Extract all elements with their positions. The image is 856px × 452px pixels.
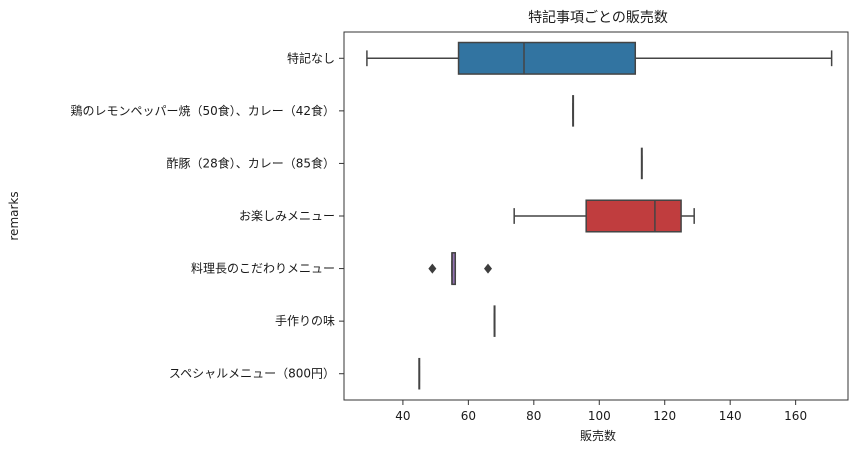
x-tick-label: 80 <box>526 409 541 423</box>
x-axis: 40 60 80 100 120 140 160 <box>395 400 807 423</box>
box-group <box>366 41 833 75</box>
x-tick-label: 40 <box>395 409 410 423</box>
box <box>585 199 682 233</box>
box-group <box>513 199 695 233</box>
x-axis-label: 販売数 <box>580 428 616 443</box>
y-tick-label: 料理長のこだわりメニュー <box>191 262 335 276</box>
box-group <box>428 252 492 286</box>
y-axis-label: remarks <box>7 191 21 240</box>
x-tick-label: 100 <box>588 409 611 423</box>
chart-title: 特記事項ごとの販売数 <box>528 9 668 26</box>
outlier-point <box>484 263 492 274</box>
box <box>457 41 637 75</box>
boxes-layer <box>366 41 833 390</box>
y-tick-label: 特記なし <box>287 50 335 65</box>
y-tick-label: 酢豚（28食）、カレー（85食） <box>166 155 335 170</box>
x-tick-label: 160 <box>784 409 807 423</box>
y-tick-label: 鶏のレモンペッパー焼（50食）、カレー（42食） <box>70 103 335 118</box>
x-tick-label: 60 <box>461 409 476 423</box>
y-tick-label: 手作りの味 <box>275 314 335 328</box>
x-tick-label: 140 <box>719 409 742 423</box>
x-tick-label: 120 <box>653 409 676 423</box>
y-tick-label: お楽しみメニュー <box>239 209 335 223</box>
outlier-point <box>428 263 437 274</box>
y-tick-label: スペシャルメニュー（800円） <box>169 367 335 381</box>
